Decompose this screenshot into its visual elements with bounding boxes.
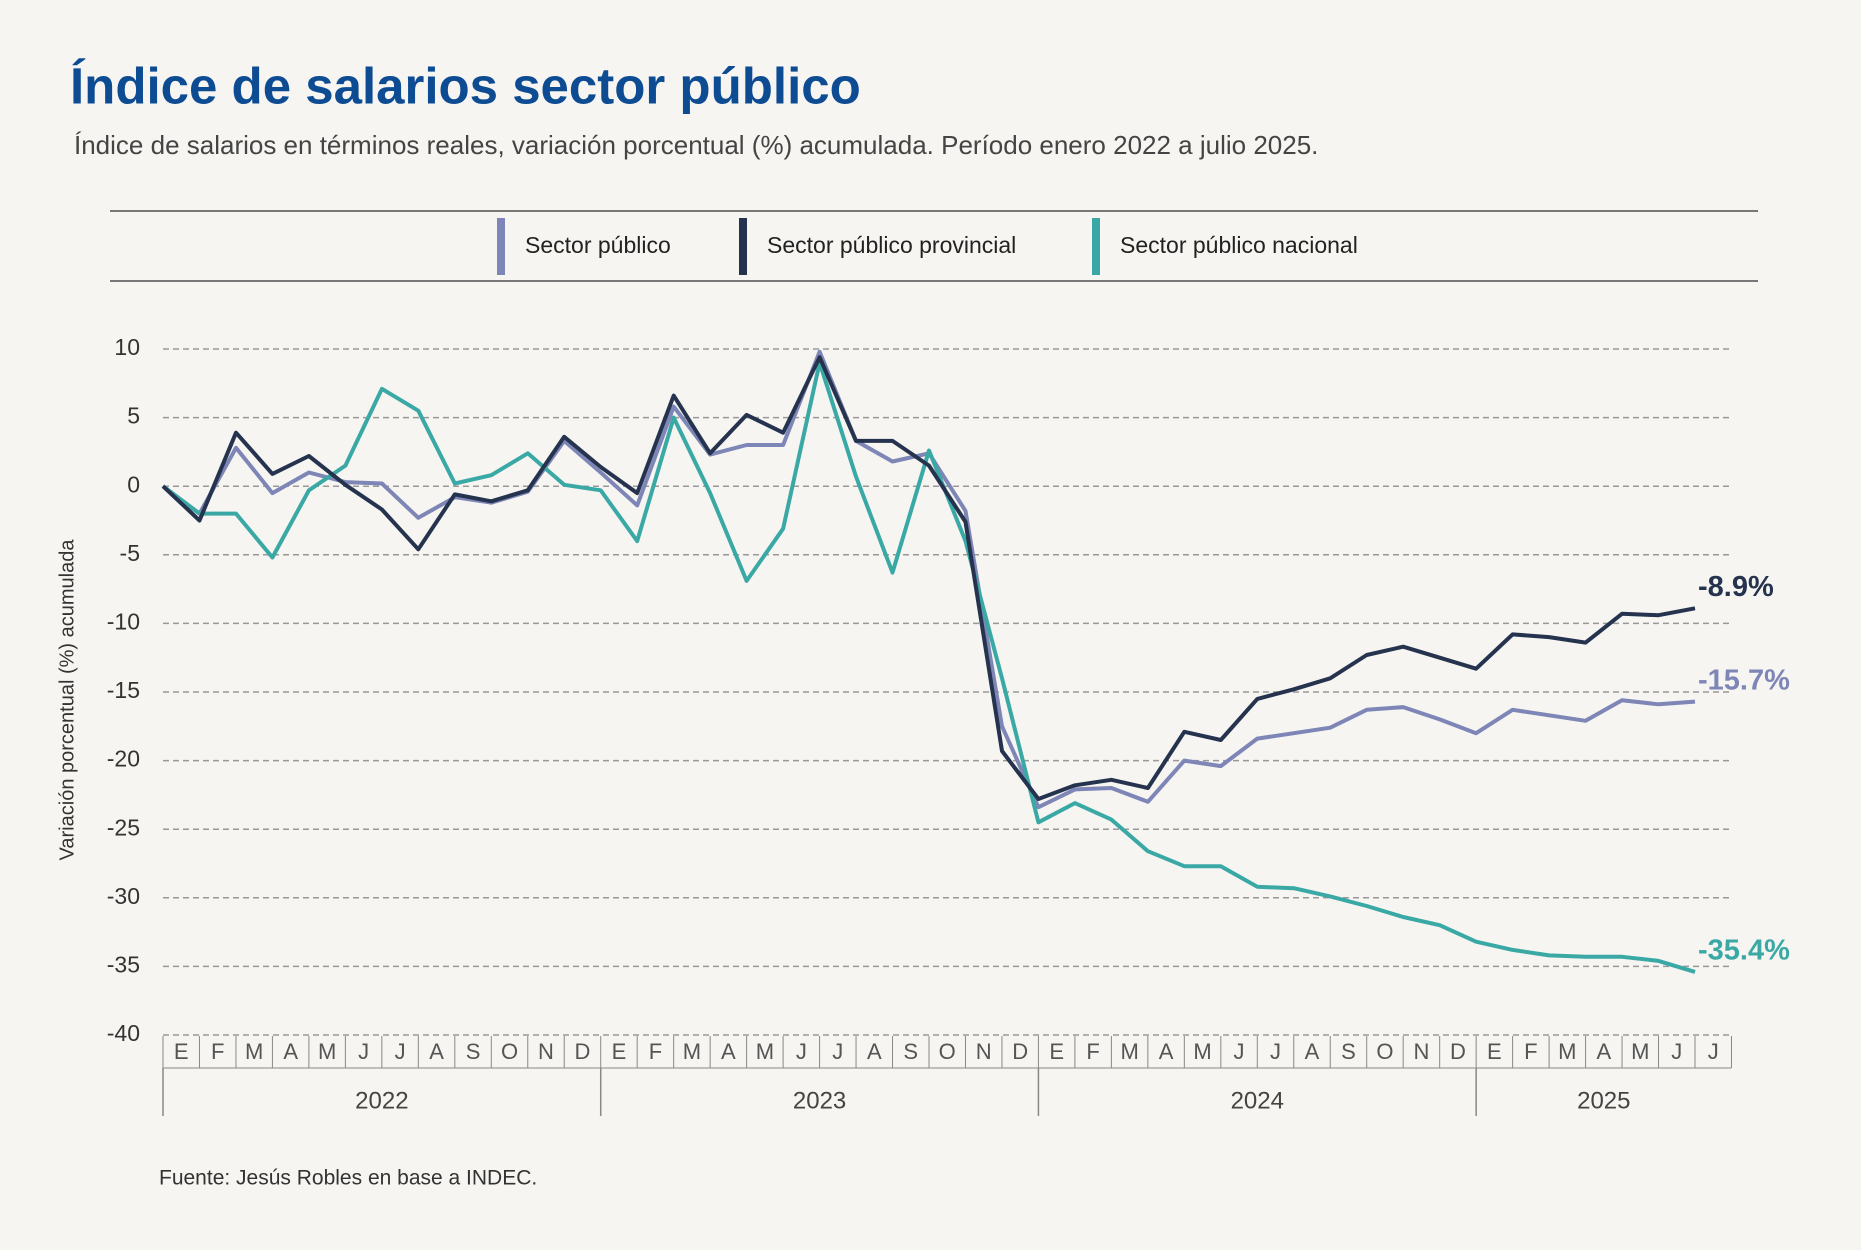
- x-tick-label: M: [1120, 1039, 1138, 1064]
- x-tick-label: A: [429, 1039, 444, 1064]
- x-tick-label: M: [245, 1039, 263, 1064]
- x-group-label: 2025: [1577, 1087, 1630, 1114]
- data-label: -15.7%: [1698, 664, 1790, 696]
- x-tick-label: F: [649, 1039, 662, 1064]
- x-tick-label: J: [1234, 1039, 1245, 1064]
- x-tick-label: M: [1193, 1039, 1211, 1064]
- x-tick-label: A: [721, 1039, 736, 1064]
- x-tick-label: D: [575, 1039, 591, 1064]
- series-line: [161, 349, 1696, 810]
- y-tick-label: -35: [107, 951, 140, 977]
- x-tick-label: M: [1558, 1039, 1576, 1064]
- x-group-label: 2023: [793, 1087, 846, 1114]
- x-tick-label: J: [1671, 1039, 1682, 1064]
- y-tick-label: 0: [127, 471, 140, 497]
- legend-label: Sector público nacional: [1120, 232, 1358, 258]
- x-tick-label: D: [1450, 1039, 1466, 1064]
- data-label: -8.9%: [1698, 571, 1774, 603]
- x-tick-label: O: [1376, 1039, 1393, 1064]
- legend-swatch: [497, 218, 505, 275]
- legend-swatch: [739, 218, 747, 275]
- x-tick-label: J: [796, 1039, 807, 1064]
- data-label: -35.4%: [1698, 935, 1790, 967]
- legend-swatch: [1092, 218, 1100, 275]
- y-tick-label: -20: [107, 746, 140, 772]
- y-tick-label: 10: [114, 334, 140, 360]
- y-tick-label: -15: [107, 677, 140, 703]
- x-tick-label: A: [283, 1039, 298, 1064]
- x-tick-label: F: [1524, 1039, 1537, 1064]
- y-axis-title: Variación porcentual (%) acumulada: [56, 539, 78, 861]
- x-tick-label: N: [976, 1039, 992, 1064]
- x-tick-label: S: [466, 1039, 481, 1064]
- x-tick-label: J: [1708, 1039, 1719, 1064]
- x-tick-label: E: [174, 1039, 189, 1064]
- y-tick-label: -40: [107, 1020, 140, 1046]
- x-tick-label: E: [1487, 1039, 1502, 1064]
- x-tick-label: J: [832, 1039, 843, 1064]
- x-tick-label: A: [1596, 1039, 1611, 1064]
- x-tick-label: F: [211, 1039, 224, 1064]
- x-tick-label: J: [1270, 1039, 1281, 1064]
- y-tick-label: 5: [127, 403, 140, 429]
- x-tick-label: A: [1159, 1039, 1174, 1064]
- y-tick-label: -25: [107, 814, 140, 840]
- y-tick-label: -30: [107, 883, 140, 909]
- x-tick-label: S: [1341, 1039, 1356, 1064]
- x-group-label: 2022: [355, 1087, 408, 1114]
- chart-title: Índice de salarios sector público: [70, 57, 861, 114]
- x-tick-label: J: [395, 1039, 406, 1064]
- x-tick-label: M: [683, 1039, 701, 1064]
- legend-label: Sector público: [525, 232, 671, 258]
- x-tick-label: D: [1012, 1039, 1028, 1064]
- x-tick-label: E: [1049, 1039, 1064, 1064]
- x-tick-label: S: [903, 1039, 918, 1064]
- x-tick-label: O: [939, 1039, 956, 1064]
- x-tick-label: O: [501, 1039, 518, 1064]
- y-tick-label: -5: [120, 540, 140, 566]
- x-tick-label: A: [1305, 1039, 1320, 1064]
- x-tick-label: M: [318, 1039, 336, 1064]
- source-note: Fuente: Jesús Robles en base a INDEC.: [159, 1167, 537, 1190]
- legend-label: Sector público provincial: [767, 232, 1016, 258]
- x-group-label: 2024: [1231, 1087, 1284, 1114]
- series-line: [161, 355, 1696, 801]
- x-tick-label: F: [1086, 1039, 1099, 1064]
- x-tick-label: M: [1631, 1039, 1649, 1064]
- y-tick-label: -10: [107, 608, 140, 634]
- x-tick-label: J: [358, 1039, 369, 1064]
- x-tick-label: N: [1413, 1039, 1429, 1064]
- series-line: [161, 360, 1696, 974]
- x-tick-label: M: [756, 1039, 774, 1064]
- x-tick-label: E: [612, 1039, 627, 1064]
- x-tick-label: N: [538, 1039, 554, 1064]
- x-tick-label: A: [867, 1039, 882, 1064]
- chart-subtitle: Índice de salarios en términos reales, v…: [74, 130, 1318, 160]
